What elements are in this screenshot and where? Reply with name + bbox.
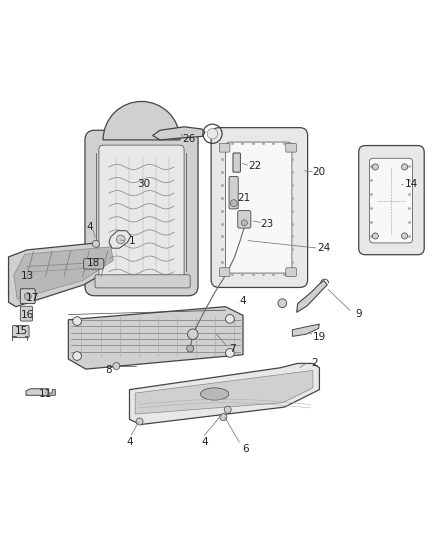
Polygon shape [135, 370, 313, 414]
Text: 6: 6 [242, 444, 248, 454]
FancyBboxPatch shape [85, 130, 198, 296]
Polygon shape [68, 306, 243, 369]
Circle shape [402, 164, 408, 170]
Text: 23: 23 [261, 219, 274, 229]
FancyBboxPatch shape [12, 326, 29, 338]
FancyBboxPatch shape [20, 306, 32, 321]
Circle shape [207, 128, 218, 139]
Text: 16: 16 [21, 310, 35, 319]
FancyBboxPatch shape [99, 145, 184, 285]
Text: 17: 17 [25, 293, 39, 303]
Text: 20: 20 [312, 167, 325, 177]
FancyBboxPatch shape [238, 211, 251, 228]
Circle shape [220, 414, 227, 421]
Text: 8: 8 [106, 366, 112, 375]
Circle shape [187, 345, 194, 352]
Polygon shape [109, 231, 131, 248]
FancyBboxPatch shape [370, 158, 413, 243]
FancyBboxPatch shape [211, 128, 307, 287]
Text: 4: 4 [240, 296, 246, 306]
Text: 4: 4 [87, 222, 93, 232]
FancyBboxPatch shape [219, 268, 230, 277]
FancyBboxPatch shape [233, 153, 240, 172]
Circle shape [224, 406, 231, 413]
Ellipse shape [201, 388, 229, 400]
Text: 30: 30 [138, 180, 151, 189]
Circle shape [136, 418, 143, 425]
Text: 21: 21 [238, 192, 251, 203]
FancyBboxPatch shape [219, 143, 230, 152]
FancyBboxPatch shape [229, 176, 238, 209]
Circle shape [230, 200, 237, 207]
Polygon shape [9, 241, 125, 306]
Text: 4: 4 [201, 437, 208, 447]
Circle shape [372, 164, 378, 170]
Circle shape [187, 329, 198, 340]
Text: 11: 11 [39, 390, 52, 399]
Text: 26: 26 [183, 134, 196, 144]
Polygon shape [292, 324, 319, 336]
Text: 1: 1 [128, 236, 135, 246]
Circle shape [372, 233, 378, 239]
Circle shape [92, 240, 99, 247]
Text: 19: 19 [313, 332, 326, 342]
Circle shape [24, 293, 31, 300]
Circle shape [402, 233, 408, 239]
Circle shape [226, 349, 234, 357]
Text: 4: 4 [127, 437, 133, 447]
Wedge shape [103, 101, 180, 140]
Circle shape [113, 362, 120, 369]
Polygon shape [130, 364, 319, 425]
Circle shape [73, 317, 81, 326]
Circle shape [73, 352, 81, 360]
FancyBboxPatch shape [20, 289, 35, 304]
Polygon shape [14, 247, 113, 299]
Circle shape [117, 235, 125, 244]
Text: 13: 13 [21, 271, 35, 281]
Circle shape [241, 220, 247, 226]
Text: 18: 18 [87, 258, 100, 268]
FancyBboxPatch shape [226, 142, 292, 273]
FancyBboxPatch shape [286, 268, 296, 277]
Text: 2: 2 [312, 358, 318, 368]
Polygon shape [26, 389, 55, 395]
FancyBboxPatch shape [286, 143, 296, 152]
Polygon shape [297, 280, 327, 312]
Circle shape [278, 299, 287, 308]
Text: 24: 24 [317, 243, 330, 253]
FancyBboxPatch shape [84, 259, 104, 269]
FancyBboxPatch shape [359, 146, 424, 255]
Polygon shape [152, 127, 205, 140]
FancyBboxPatch shape [95, 275, 190, 288]
Text: 9: 9 [355, 309, 362, 319]
Text: 7: 7 [229, 344, 235, 354]
Circle shape [226, 314, 234, 323]
Text: 22: 22 [248, 161, 261, 171]
Text: 14: 14 [404, 180, 418, 189]
Text: 15: 15 [15, 326, 28, 336]
